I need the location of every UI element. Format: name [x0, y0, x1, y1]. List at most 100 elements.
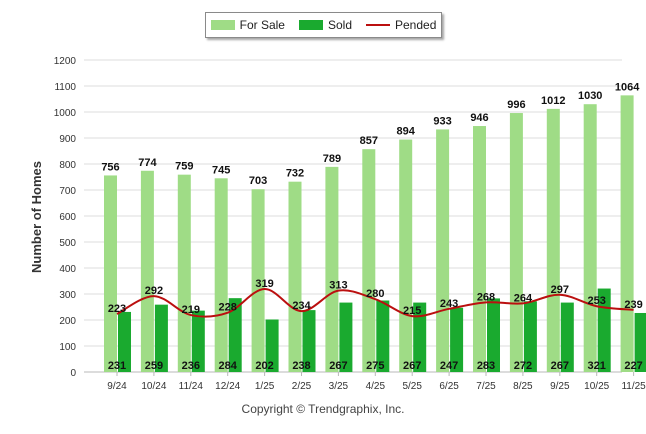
sold-bar — [191, 310, 205, 372]
sold-bar — [376, 300, 390, 372]
pended-line — [116, 288, 634, 318]
y-tick-label: 100 — [59, 342, 76, 353]
for-sale-bar — [620, 95, 634, 373]
for-sale-value-label: 1064 — [615, 81, 640, 93]
y-tick-label: 300 — [59, 290, 76, 301]
sold-bar — [487, 298, 500, 372]
sold-value-label: 236 — [182, 360, 200, 372]
pended-line-layer — [116, 288, 634, 318]
for-sale-value-label: 703 — [249, 175, 267, 187]
x-tick-label: 8/25 — [513, 381, 533, 392]
x-tick-label: 2/25 — [292, 381, 312, 392]
x-tick-label: 11/24 — [179, 381, 204, 392]
sold-value-label: 275 — [366, 360, 384, 372]
sold-value-label: 267 — [403, 360, 421, 372]
x-tick-label: 10/24 — [141, 381, 166, 392]
sold-value-label: 272 — [514, 360, 532, 372]
pended-value-label: 219 — [182, 304, 200, 316]
x-axis-ticks: 9/24 10/24 11/24 12/24 1/25 2/25 3/25 4/25 5/25 6… — [107, 372, 646, 392]
sold-value-label: 259 — [145, 360, 163, 372]
data-labels: 756 231 223 774 259 292 759 236 219 745 284 228 703 2… — [101, 81, 642, 372]
x-tick-label: 9/25 — [550, 381, 570, 392]
sold-value-label: 227 — [624, 360, 642, 372]
for-sale-value-label: 996 — [507, 99, 525, 111]
pended-value-label: 297 — [551, 284, 569, 296]
legend-label-sold: Sold — [327, 18, 352, 32]
sold-value-label: 247 — [440, 360, 458, 372]
x-tick-label: 10/25 — [584, 381, 609, 392]
for-sale-value-label: 789 — [323, 153, 341, 165]
for-sale-value-label: 894 — [397, 126, 416, 138]
for-sale-value-label: 1030 — [578, 90, 602, 102]
pended-value-label: 313 — [329, 280, 347, 292]
sold-bar — [302, 310, 316, 372]
sold-bar — [450, 307, 464, 372]
sold-bar — [339, 302, 353, 372]
y-axis-label: Number of Homes — [29, 161, 44, 273]
pended-value-label: 239 — [624, 299, 642, 311]
for-sale-bar — [288, 181, 302, 372]
y-axis-ticks: 0 100 200 300 400 500 600 700 800 900 1000 1100 1200 — [54, 56, 77, 379]
for-sale-bar — [177, 174, 191, 372]
x-tick-label: 12/24 — [215, 381, 240, 392]
for-sale-bar — [509, 113, 523, 372]
for-sale-bar — [325, 166, 339, 372]
y-tick-label: 600 — [59, 212, 76, 223]
bars — [104, 95, 646, 373]
pended-value-label: 215 — [403, 305, 421, 317]
for-sale-value-label: 774 — [138, 157, 157, 169]
legend-item-for-sale: For Sale — [210, 18, 285, 32]
sold-value-label: 231 — [108, 360, 126, 372]
for-sale-value-label: 1012 — [541, 95, 565, 107]
y-tick-label: 400 — [59, 264, 76, 275]
pended-value-label: 264 — [514, 292, 533, 304]
y-tick-label: 700 — [59, 186, 76, 197]
y-tick-label: 200 — [59, 316, 76, 327]
x-tick-label: 11/25 — [621, 381, 646, 392]
sold-value-label: 267 — [329, 360, 347, 372]
for-sale-bar — [104, 175, 117, 372]
sold-value-label: 283 — [477, 360, 495, 372]
pended-value-label: 243 — [440, 298, 458, 310]
x-tick-label: 1/25 — [255, 381, 275, 392]
pended-value-label: 280 — [366, 288, 384, 300]
sold-value-label: 202 — [255, 360, 273, 372]
pended-value-label: 223 — [108, 303, 126, 315]
sold-bar — [523, 301, 537, 372]
sold-bar — [228, 298, 242, 372]
for-sale-value-label: 933 — [433, 115, 451, 127]
sold-bar — [118, 311, 131, 372]
y-tick-label: 500 — [59, 238, 76, 249]
sold-bar — [597, 288, 611, 372]
for-sale-value-label: 857 — [360, 135, 378, 147]
pended-value-label: 268 — [477, 291, 495, 303]
for-sale-bar — [399, 139, 413, 372]
for-sale-value-label: 946 — [470, 112, 488, 124]
pended-value-label: 253 — [588, 295, 606, 307]
sold-bar — [154, 304, 168, 372]
for-sale-bar — [546, 108, 560, 372]
sold-bar — [634, 312, 646, 372]
x-tick-label: 9/24 — [107, 381, 127, 392]
for-sale-bar — [140, 170, 154, 372]
y-tick-label: 1000 — [54, 108, 77, 119]
x-tick-label: 4/25 — [366, 381, 386, 392]
for-sale-value-label: 732 — [286, 168, 304, 180]
y-tick-label: 900 — [59, 134, 76, 145]
x-tick-label: 6/25 — [439, 381, 459, 392]
sold-value-label: 284 — [219, 360, 238, 372]
x-tick-label: 7/25 — [476, 381, 496, 392]
for-sale-value-label: 759 — [175, 161, 193, 173]
for-sale-value-label: 756 — [101, 161, 119, 173]
sold-swatch — [298, 20, 323, 30]
for-sale-bar — [436, 129, 450, 372]
sold-bar — [413, 302, 427, 372]
legend-item-sold: Sold — [298, 18, 352, 32]
pended-value-label: 228 — [219, 302, 237, 314]
pended-value-label: 319 — [255, 278, 273, 290]
for-sale-value-label: 745 — [212, 164, 230, 176]
sold-value-label: 321 — [588, 360, 606, 372]
for-sale-bar — [583, 104, 597, 372]
sold-bar — [265, 319, 279, 372]
